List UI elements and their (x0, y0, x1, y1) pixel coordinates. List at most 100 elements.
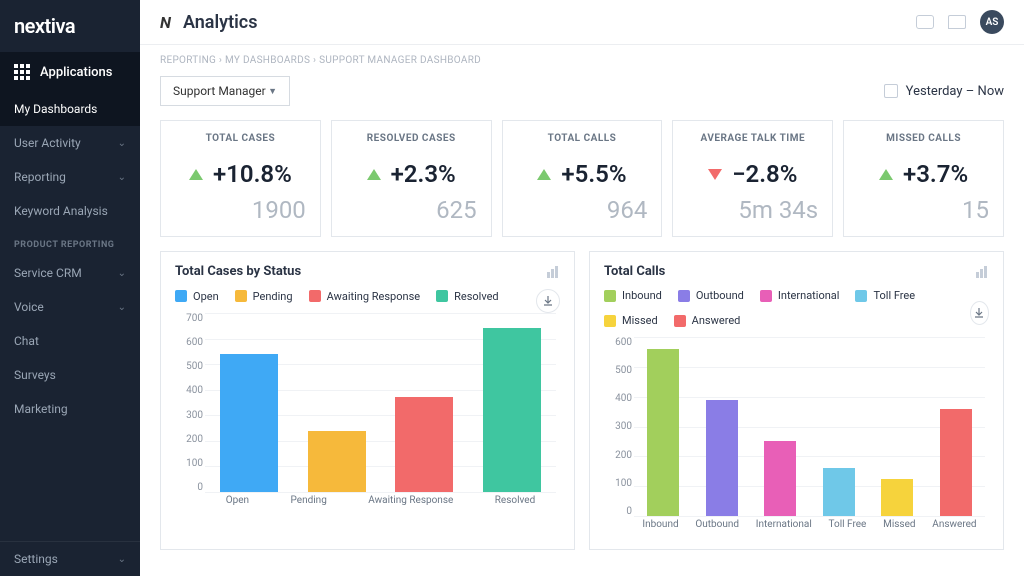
kpi-card: RESOLVED CASES +2.3% 625 (331, 120, 492, 237)
kpi-percent: +2.3% (391, 160, 456, 188)
bar (764, 441, 796, 516)
chevron-down-icon: ▼ (268, 86, 277, 97)
applications-button[interactable]: Applications (0, 52, 140, 92)
settings-label: Settings (14, 552, 58, 566)
bar (395, 397, 453, 492)
kpi-card: TOTAL CASES +10.8% 1900 (160, 120, 321, 237)
kpi-title: AVERAGE TALK TIME (687, 133, 818, 144)
legend-label: Resolved (454, 290, 499, 303)
date-range-label: Yesterday – Now (906, 84, 1004, 99)
legend-item: Missed (604, 314, 658, 327)
kpi-percent: +5.5% (561, 160, 626, 188)
kpi-value: 625 (346, 196, 477, 224)
legend-item: Answered (674, 314, 741, 327)
sidebar-item[interactable]: Service CRM ⌄ (0, 256, 140, 290)
sidebar-item[interactable]: Voice⌄ (0, 290, 140, 324)
content: REPORTING › MY DASHBOARDS › SUPPORT MANA… (140, 45, 1024, 570)
legend-swatch (674, 315, 686, 327)
legend-label: Answered (692, 314, 741, 327)
bar (823, 468, 855, 516)
bar (940, 409, 972, 516)
legend-item: Resolved (436, 290, 499, 303)
trend-up-icon (367, 169, 381, 180)
chart-type-icon[interactable] (546, 266, 560, 278)
sidebar-item[interactable]: Keyword Analysis (0, 194, 140, 228)
sidebar-item-label: My Dashboards (14, 102, 97, 116)
chart-type-icon[interactable] (975, 266, 989, 278)
legend-label: Missed (622, 314, 658, 327)
nav-section-header: PRODUCT REPORTING (0, 228, 140, 256)
bar (647, 349, 679, 516)
legend-swatch (175, 290, 187, 302)
chevron-down-icon: ⌄ (118, 138, 126, 149)
nav: My Dashboards User Activity⌄Reporting⌄Key… (0, 92, 140, 541)
legend-label: Toll Free (873, 289, 915, 302)
legend-item: Awaiting Response (309, 290, 421, 303)
sidebar-item[interactable]: My Dashboards (0, 92, 140, 126)
sidebar-item-label: Surveys (14, 368, 56, 382)
download-button[interactable] (536, 289, 560, 313)
legend-swatch (678, 290, 690, 302)
legend-label: Open (193, 290, 219, 303)
download-button[interactable] (970, 301, 989, 325)
kpi-percent: +3.7% (903, 160, 968, 188)
chevron-down-icon: ⌄ (118, 268, 126, 279)
legend-swatch (436, 290, 448, 302)
flag-icon[interactable] (948, 15, 966, 29)
legend-label: Pending (253, 290, 293, 303)
sidebar-item-label: Marketing (14, 402, 68, 416)
kpi-card: TOTAL CALLS+5.5%964 (502, 120, 663, 237)
chart-legend: Open Pending Awaiting Response Resolved (175, 290, 499, 303)
bar (220, 354, 278, 492)
legend-label: Outbound (696, 289, 744, 302)
legend-item: Inbound (604, 289, 662, 302)
settings-link[interactable]: Settings ⌄ (0, 541, 140, 576)
bar (308, 431, 366, 492)
sidebar-item[interactable]: User Activity⌄ (0, 126, 140, 160)
kpi-title: RESOLVED CASES (346, 133, 477, 144)
avatar[interactable]: AS (980, 10, 1004, 34)
sidebar-item[interactable]: Surveys (0, 358, 140, 392)
y-axis: 7006005004003002001000 (175, 313, 203, 493)
legend-item: Toll Free (855, 289, 915, 302)
brand-logo: nextiva (0, 0, 140, 52)
date-range-picker[interactable]: Yesterday – Now (884, 84, 1004, 99)
kpi-percent: +10.8% (213, 160, 292, 188)
kpi-cards: TOTAL CASES +10.8% 1900 RESOLVED CASES +2.3%… (160, 120, 1004, 237)
sidebar-item-label: Voice (14, 300, 44, 314)
plot-area (205, 313, 556, 493)
apps-grid-icon (14, 64, 30, 80)
charts-row: Total Cases by Status OpenPendingAwaitin… (160, 251, 1004, 550)
sidebar-item[interactable]: Marketing (0, 392, 140, 426)
inbox-icon[interactable] (916, 15, 934, 29)
legend-label: International (778, 289, 840, 302)
chart-title: Total Calls (604, 264, 665, 279)
kpi-value: 1900 (175, 196, 306, 224)
bar (483, 328, 541, 492)
kpi-title: MISSED CALLS (858, 133, 989, 144)
chevron-down-icon: ⌄ (118, 172, 126, 183)
legend-swatch (604, 290, 616, 302)
calendar-icon (884, 84, 898, 98)
dashboard-select[interactable]: Support Manager ▼ (160, 76, 290, 106)
chart-total-cases: Total Cases by Status OpenPendingAwaitin… (160, 251, 575, 550)
sidebar-item[interactable]: Reporting⌄ (0, 160, 140, 194)
chart-body: 7006005004003002001000OpenPendingAwaitin… (175, 313, 560, 513)
plot-area (634, 337, 985, 517)
legend-item: Open (175, 290, 219, 303)
applications-label: Applications (40, 65, 113, 80)
sidebar-item-label: Chat (14, 334, 39, 348)
kpi-value: 15 (858, 196, 989, 224)
trend-down-icon (708, 169, 722, 180)
trend-up-icon (879, 169, 893, 180)
breadcrumb: REPORTING › MY DASHBOARDS › SUPPORT MANA… (160, 55, 1004, 66)
kpi-value: 5m 34s (687, 196, 818, 224)
kpi-title: TOTAL CASES (175, 133, 306, 144)
trend-up-icon (537, 169, 551, 180)
kpi-value: 964 (517, 196, 648, 224)
select-value: Support Manager (173, 84, 266, 98)
legend-item: Outbound (678, 289, 744, 302)
sidebar-item[interactable]: Chat (0, 324, 140, 358)
sidebar-item-label: Service CRM (14, 266, 82, 280)
kpi-percent: −2.8% (732, 160, 797, 188)
